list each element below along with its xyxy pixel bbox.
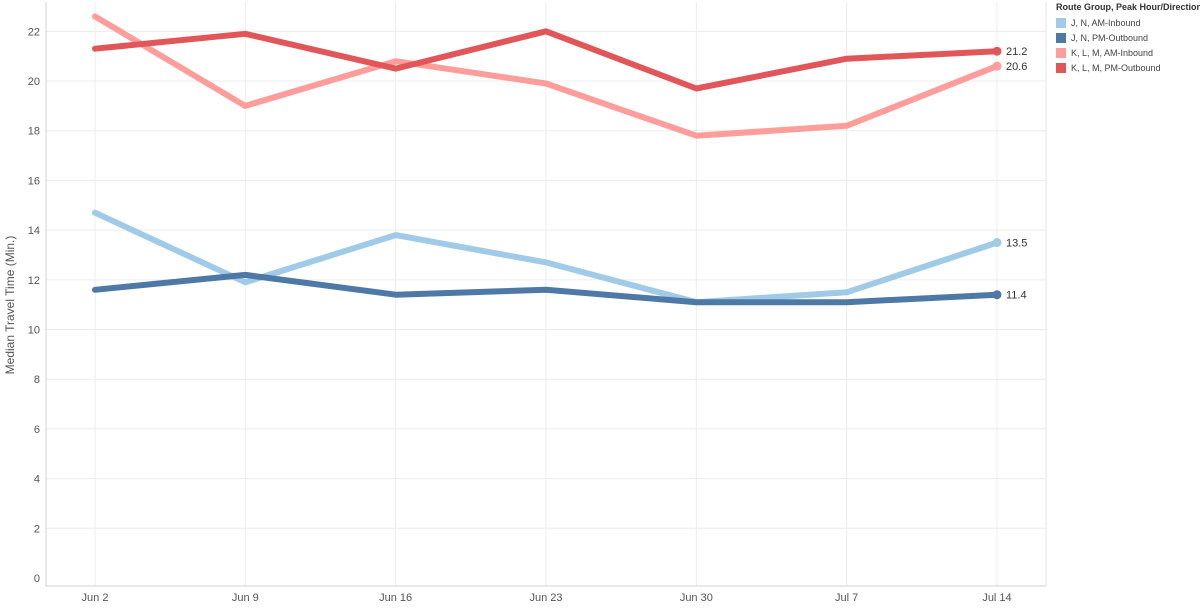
end-labels: 13.5 11.4 20.6 21.2 <box>1006 46 1027 302</box>
series-line-0 <box>92 209 1000 306</box>
legend-label: K, L, M, AM-Inbound <box>1071 47 1154 58</box>
series-end-point-0 <box>992 238 1002 248</box>
series-end-point-1 <box>992 290 1002 300</box>
y-tick-label: 20 <box>28 76 40 88</box>
legend-label: K, L, M, PM-Outbound <box>1071 62 1161 73</box>
y-tick-label: 12 <box>28 275 40 287</box>
series-end-point-2 <box>992 61 1002 71</box>
gridlines <box>46 2 1046 586</box>
series-line-1 <box>92 271 1000 306</box>
legend-swatch <box>1056 17 1066 28</box>
y-tick-label: 22 <box>28 26 40 38</box>
y-tick-label: 18 <box>28 126 40 138</box>
end-label-3: 21.2 <box>1006 46 1027 58</box>
legend-item-jn-pm-outbound[interactable]: J, N, PM-Outbound <box>1056 30 1198 45</box>
end-label-1: 11.4 <box>1006 290 1027 302</box>
y-tick-label: 14 <box>28 225 40 237</box>
end-label-0: 13.5 <box>1006 238 1027 250</box>
series-end-point-3 <box>992 46 1002 56</box>
x-tick-label: Jun 30 <box>680 592 713 604</box>
axes <box>45 2 1047 587</box>
legend-label: J, N, AM-Inbound <box>1071 17 1141 28</box>
x-tick-label: Jul 7 <box>835 592 858 604</box>
legend-swatch <box>1056 62 1066 73</box>
legend-swatch <box>1056 32 1066 43</box>
y-tick-label: 10 <box>28 325 40 337</box>
y-tick-label: 2 <box>34 523 40 535</box>
y-tick-label: 4 <box>34 474 40 486</box>
y-tick-label: 8 <box>34 374 40 386</box>
legend-item-jn-am-inbound[interactable]: J, N, AM-Inbound <box>1056 15 1198 30</box>
y-tick-label: 6 <box>34 424 40 436</box>
x-tick-label: Jun 23 <box>529 592 562 604</box>
y-axis-title: Median Travel Time (Min.) <box>3 236 17 375</box>
y-tick-label: 0 <box>34 573 40 585</box>
legend-title: Route Group, Peak Hour/Direction <box>1056 2 1200 12</box>
x-tick-label: Jun 2 <box>82 592 109 604</box>
legend-swatch <box>1056 47 1066 58</box>
series-line-3 <box>92 28 1000 92</box>
x-tick-label: Jun 16 <box>379 592 412 604</box>
y-axis-ticks: 0 2 4 6 8 10 12 14 16 18 20 22 <box>28 26 40 585</box>
series-lines <box>92 13 1002 306</box>
x-tick-label: Jul 14 <box>982 592 1011 604</box>
legend-label: J, N, PM-Outbound <box>1071 32 1149 43</box>
y-tick-label: 16 <box>28 175 40 187</box>
x-axis-ticks: Jun 2 Jun 9 Jun 16 Jun 23 Jun 30 Jul 7 Jul 14 <box>82 592 1012 604</box>
legend: Route Group, Peak Hour/Direction J, N, A… <box>1056 2 1200 75</box>
end-label-2: 20.6 <box>1006 61 1027 73</box>
legend-item-klm-pm-outbound[interactable]: K, L, M, PM-Outbound <box>1056 60 1198 75</box>
legend-item-klm-am-inbound[interactable]: K, L, M, AM-Inbound <box>1056 45 1198 60</box>
series-line-2 <box>92 13 1000 139</box>
x-tick-label: Jun 9 <box>232 592 259 604</box>
